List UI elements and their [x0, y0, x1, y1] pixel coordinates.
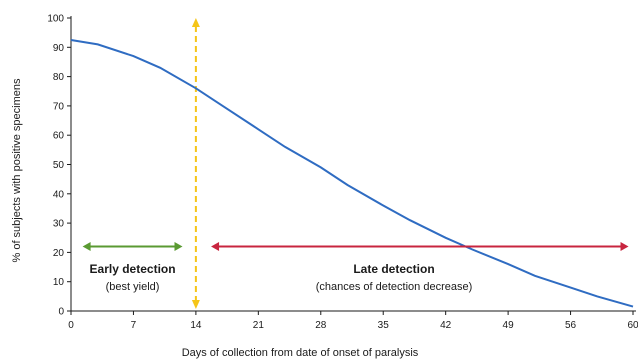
y-tick-label: 80	[53, 72, 65, 83]
x-tick-label: 49	[503, 320, 515, 331]
x-tick-label: 28	[315, 320, 327, 331]
late-detection-label: Late detection	[353, 262, 434, 276]
arrow-left-icon	[211, 242, 220, 252]
early-detection-arrow	[82, 242, 183, 252]
x-tick-label: 21	[253, 320, 265, 331]
series-line	[70, 39, 634, 308]
x-tick-label: 7	[131, 320, 137, 331]
x-tick-label: 35	[378, 320, 390, 331]
y-tick-label: 10	[53, 277, 65, 288]
y-axis-label: % of subjects with positive specimens	[11, 78, 23, 263]
late-detection-arrow	[211, 242, 629, 252]
x-tick-label: 56	[565, 320, 577, 331]
x-tick-label: 0	[68, 320, 74, 331]
marker-arrow-up-icon	[191, 18, 200, 27]
x-tick-label: 60	[627, 320, 638, 331]
y-tick-label: 40	[53, 189, 65, 200]
y-tick-label: 50	[53, 160, 65, 171]
early-detection-label: Early detection	[90, 262, 176, 276]
early-detection-note: (best yield)	[106, 281, 160, 293]
x-tick-label: 14	[190, 320, 202, 331]
y-tick-label: 30	[53, 219, 65, 230]
y-tick-label: 100	[47, 14, 64, 25]
y-tick-label: 20	[53, 248, 65, 259]
y-tick-label: 0	[58, 307, 64, 318]
arrow-left-icon	[82, 242, 91, 252]
y-tick-label: 60	[53, 131, 65, 142]
late-detection-note: (chances of detection decrease)	[316, 281, 473, 293]
x-axis-label: Days of collection from date of onset of…	[182, 347, 419, 359]
x-tick-label: 42	[440, 320, 452, 331]
arrow-right-icon	[620, 242, 629, 252]
marker-arrow-down-icon	[191, 300, 200, 309]
y-tick-label: 90	[53, 43, 65, 54]
y-tick-label: 70	[53, 101, 65, 112]
arrow-right-icon	[174, 242, 183, 252]
